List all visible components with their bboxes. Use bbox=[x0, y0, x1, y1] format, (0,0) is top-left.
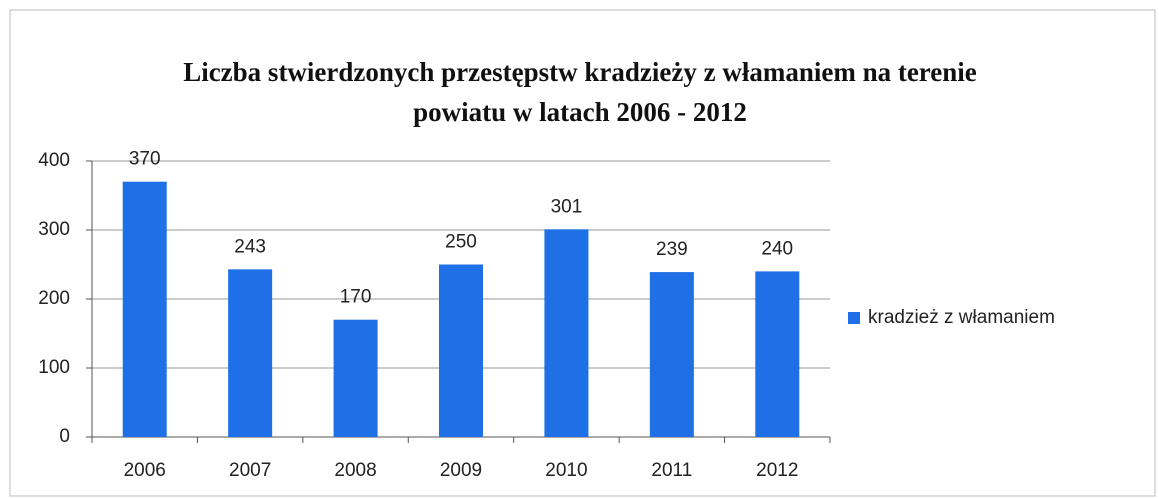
legend-swatch bbox=[848, 312, 860, 324]
data-label: 239 bbox=[656, 239, 688, 260]
data-label: 370 bbox=[129, 149, 161, 170]
x-tick-label: 2011 bbox=[651, 460, 692, 481]
data-label: 240 bbox=[761, 238, 793, 259]
y-tick-label: 400 bbox=[38, 150, 70, 171]
data-label: 301 bbox=[551, 196, 583, 217]
y-tick-label: 0 bbox=[59, 426, 70, 447]
y-tick-label: 200 bbox=[38, 288, 70, 309]
bar bbox=[439, 264, 483, 437]
chart-title: Liczba stwierdzonych przestępstw kradzie… bbox=[183, 57, 977, 127]
bar bbox=[649, 272, 694, 437]
y-tick-label: 100 bbox=[38, 357, 70, 378]
bar bbox=[122, 181, 167, 437]
bar bbox=[544, 229, 589, 437]
legend-label: kradzież z włamaniem bbox=[868, 307, 1055, 328]
chart-border bbox=[9, 9, 1156, 497]
x-tick-label: 2012 bbox=[756, 460, 798, 481]
y-tick-label: 300 bbox=[38, 219, 70, 240]
bar bbox=[228, 269, 273, 437]
x-tick-label: 2010 bbox=[545, 460, 587, 481]
x-tick-label: 2006 bbox=[124, 460, 166, 481]
x-tick-label: 2008 bbox=[334, 460, 376, 481]
x-tick-label: 2007 bbox=[229, 460, 271, 481]
x-tick-label: 2009 bbox=[440, 460, 482, 481]
data-label: 250 bbox=[445, 232, 477, 253]
data-label: 243 bbox=[234, 236, 266, 257]
bar bbox=[333, 319, 378, 437]
data-label: 170 bbox=[340, 287, 372, 308]
bar bbox=[755, 271, 800, 437]
